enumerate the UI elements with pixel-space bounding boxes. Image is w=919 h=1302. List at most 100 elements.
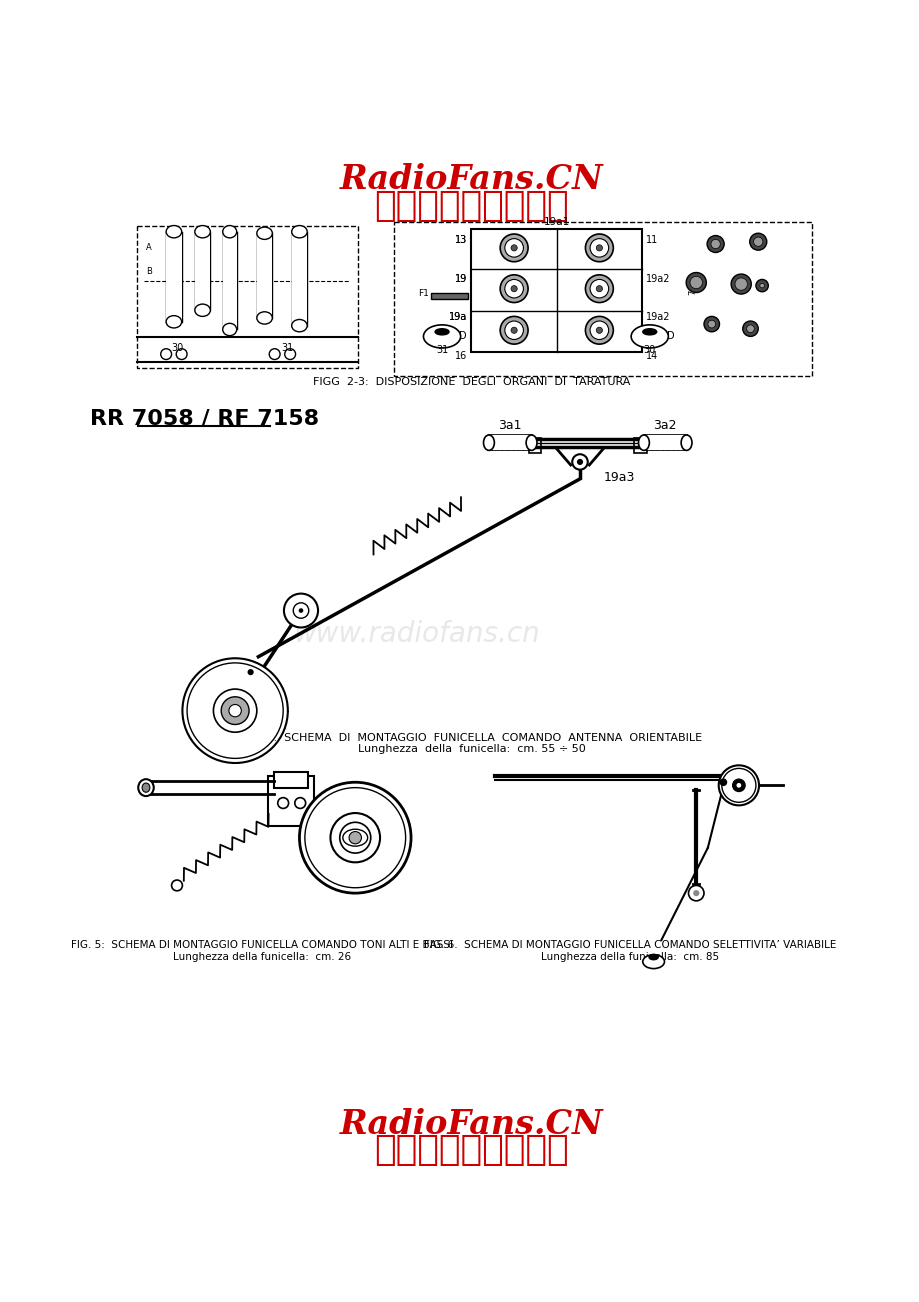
Text: 19a: 19a: [448, 312, 467, 322]
Circle shape: [304, 788, 405, 888]
Circle shape: [348, 832, 361, 844]
Circle shape: [510, 285, 516, 292]
Bar: [195, 232, 210, 310]
Circle shape: [596, 245, 602, 251]
Circle shape: [589, 280, 608, 298]
Text: 19a1: 19a1: [543, 217, 569, 227]
Ellipse shape: [256, 227, 272, 240]
Circle shape: [510, 327, 516, 333]
Bar: [256, 233, 272, 318]
Circle shape: [213, 689, 256, 732]
Text: 收音机爱好者资料库: 收音机爱好者资料库: [374, 189, 568, 223]
Circle shape: [500, 234, 528, 262]
Circle shape: [171, 880, 182, 891]
Text: D: D: [459, 332, 466, 341]
Circle shape: [731, 273, 751, 294]
Ellipse shape: [195, 225, 210, 238]
Text: A: A: [146, 242, 152, 251]
Circle shape: [576, 458, 583, 465]
Ellipse shape: [256, 311, 272, 324]
Ellipse shape: [642, 954, 664, 969]
Ellipse shape: [291, 225, 307, 238]
Circle shape: [753, 237, 762, 246]
Circle shape: [759, 284, 764, 288]
Text: FIG. 5:  SCHEMA DI MONTAGGIO FUNICELLA COMANDO TONI ALTI E BASSI: FIG. 5: SCHEMA DI MONTAGGIO FUNICELLA CO…: [71, 940, 453, 950]
Ellipse shape: [630, 326, 667, 348]
Text: RR 7058 / RF 7158: RR 7058 / RF 7158: [89, 408, 318, 428]
Text: 11: 11: [645, 236, 657, 245]
Bar: [291, 232, 307, 326]
Circle shape: [572, 454, 587, 470]
Text: Lunghezza  della  funicella:  cm. 55 ÷ 50: Lunghezza della funicella: cm. 55 ÷ 50: [357, 745, 584, 754]
Ellipse shape: [166, 225, 181, 238]
Text: 30: 30: [171, 342, 183, 353]
Circle shape: [500, 275, 528, 302]
Text: B: B: [146, 267, 152, 276]
Circle shape: [734, 277, 746, 290]
Circle shape: [339, 823, 370, 853]
Circle shape: [755, 280, 767, 292]
Ellipse shape: [648, 954, 658, 960]
Circle shape: [687, 885, 703, 901]
Bar: [166, 232, 181, 322]
Bar: [528, 437, 540, 453]
Circle shape: [686, 272, 706, 293]
Text: 31: 31: [281, 342, 294, 353]
Ellipse shape: [638, 435, 649, 450]
Text: FIGG  2-3:  DISPOSIZIONE  DEGLI  ORGANI  DI  TARATURA: FIGG 2-3: DISPOSIZIONE DEGLI ORGANI DI T…: [312, 376, 630, 387]
Circle shape: [505, 238, 523, 256]
Text: FIG. 6.  SCHEMA DI MONTAGGIO FUNICELLA COMANDO SELETTIVITA’ VARIABILE: FIG. 6. SCHEMA DI MONTAGGIO FUNICELLA CO…: [424, 940, 835, 950]
Bar: [267, 776, 313, 827]
Ellipse shape: [343, 829, 368, 846]
Text: 13: 13: [455, 236, 467, 245]
Text: RadioFans.CN: RadioFans.CN: [339, 163, 603, 195]
Bar: [643, 435, 686, 450]
Text: 14: 14: [645, 350, 657, 361]
Circle shape: [735, 783, 741, 789]
Ellipse shape: [142, 783, 150, 792]
Circle shape: [721, 768, 755, 802]
Circle shape: [746, 326, 754, 332]
Circle shape: [589, 322, 608, 340]
Ellipse shape: [138, 779, 153, 796]
Text: www.radiofans.cn: www.radiofans.cn: [293, 620, 540, 647]
Bar: [196, 256, 207, 268]
Text: RadioFans.CN: RadioFans.CN: [339, 1108, 603, 1142]
Circle shape: [330, 812, 380, 862]
Text: F1: F1: [417, 289, 428, 298]
Circle shape: [707, 236, 723, 253]
Ellipse shape: [526, 435, 537, 450]
Text: 19: 19: [455, 273, 467, 284]
Bar: [488, 435, 531, 450]
Circle shape: [689, 276, 702, 289]
Ellipse shape: [166, 315, 181, 328]
Text: 30: 30: [643, 345, 655, 355]
Text: 19: 19: [455, 273, 467, 284]
Ellipse shape: [483, 435, 494, 450]
Circle shape: [505, 322, 523, 340]
Ellipse shape: [291, 319, 307, 332]
Circle shape: [247, 669, 254, 676]
Text: 7,5: 7,5: [687, 281, 696, 294]
Text: 19a2: 19a2: [645, 273, 670, 284]
Circle shape: [505, 280, 523, 298]
Circle shape: [187, 663, 283, 758]
Circle shape: [584, 234, 613, 262]
Circle shape: [229, 704, 241, 717]
Ellipse shape: [680, 435, 691, 450]
Text: Lunghezza della funicella:  cm. 85: Lunghezza della funicella: cm. 85: [540, 952, 719, 962]
Text: 收音机爱好者资料库: 收音机爱好者资料库: [374, 1133, 568, 1167]
Text: Lunghezza della funicella:  cm. 26: Lunghezza della funicella: cm. 26: [173, 952, 351, 962]
Circle shape: [299, 608, 303, 613]
Circle shape: [500, 316, 528, 344]
Circle shape: [299, 783, 411, 893]
Bar: [258, 256, 269, 268]
Circle shape: [718, 766, 758, 806]
Text: 3a1: 3a1: [498, 419, 521, 432]
Circle shape: [584, 275, 613, 302]
Circle shape: [510, 245, 516, 251]
Ellipse shape: [435, 328, 448, 335]
Text: 31: 31: [436, 345, 448, 355]
Bar: [471, 229, 641, 352]
Text: 19a2: 19a2: [645, 312, 670, 322]
